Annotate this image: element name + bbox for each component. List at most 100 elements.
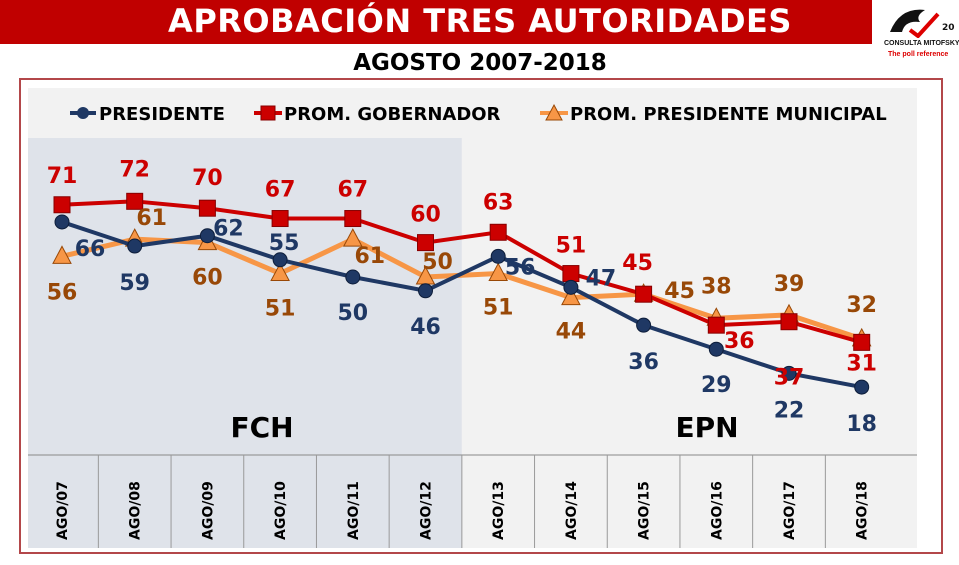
data-label-presidente: 66 [75, 237, 106, 262]
data-label-presidente: 59 [119, 271, 150, 296]
data-label-gobernador: 67 [265, 178, 296, 203]
region-label-fch: FCH [230, 411, 293, 444]
legend-label-gobernador: PROM. GOBERNADOR [284, 104, 501, 125]
data-label-municipal: 60 [192, 266, 223, 291]
x-tick-label: AGO/08 [128, 481, 144, 540]
legend: PRESIDENTE PROM. GOBERNADOR PROM. PRESID… [70, 103, 887, 125]
legend-label-presidente: PRESIDENTE [99, 104, 225, 125]
data-label-gobernador: 31 [846, 351, 877, 376]
data-label-municipal: 45 [664, 279, 695, 304]
data-label-presidente: 22 [774, 398, 805, 423]
x-tick-label: AGO/15 [637, 481, 653, 540]
data-label-presidente: 18 [846, 412, 877, 437]
data-label-presidente: 50 [337, 301, 368, 326]
marker-gobernador [344, 210, 362, 228]
page-title: APROBACIÓN TRES AUTORIDADES [168, 2, 792, 40]
data-label-municipal: 61 [136, 206, 167, 231]
series-line-presidente [61, 220, 863, 390]
marker-gobernador [198, 199, 216, 217]
x-tick-label: AGO/13 [491, 481, 507, 540]
region-fch [28, 88, 462, 548]
data-label-gobernador: 72 [119, 157, 150, 182]
marker-gobernador [489, 223, 507, 241]
series-line-gobernador [61, 199, 863, 345]
data-label-gobernador: 60 [410, 203, 441, 228]
logo-name: CONSULTA MITOFSKY [884, 40, 959, 47]
legend-item-presidente: PRESIDENTE [70, 104, 225, 125]
data-label-municipal: 51 [265, 297, 296, 322]
data-label-gobernador: 63 [483, 190, 514, 215]
marker-gobernador [417, 234, 434, 252]
marker-municipal [561, 286, 581, 306]
data-label-gobernador: 36 [724, 329, 755, 354]
marker-presidente [781, 365, 797, 381]
data-label-municipal: 38 [701, 274, 732, 299]
marker-presidente [636, 317, 652, 333]
marker-presidente [563, 279, 579, 295]
chart-frame [19, 78, 943, 554]
marker-municipal [488, 262, 509, 282]
data-label-gobernador: 70 [192, 166, 223, 191]
x-tick-label: AGO/14 [564, 481, 580, 540]
marker-presidente [854, 379, 870, 395]
x-tick-label: AGO/18 [855, 481, 871, 540]
marker-gobernador [707, 316, 725, 334]
marker-gobernador [53, 196, 71, 214]
data-label-presidente: 29 [701, 373, 732, 398]
region-epn [461, 88, 917, 548]
logo-bird-icon: 20 [890, 9, 955, 39]
consulta-mitofsky-logo: 20 CONSULTA MITOFSKY The poll reference [880, 2, 959, 64]
marker-gobernador [635, 285, 653, 303]
data-label-municipal: 32 [846, 293, 877, 318]
data-label-gobernador: 71 [47, 164, 78, 189]
data-label-municipal: 56 [47, 280, 78, 305]
x-tick-label: AGO/07 [55, 481, 71, 540]
data-label-municipal: 61 [354, 244, 385, 269]
data-label-gobernador: 67 [337, 178, 368, 203]
marker-presidente [490, 248, 506, 264]
x-tick-label: AGO/10 [273, 481, 289, 540]
marker-gobernador [271, 210, 289, 228]
legend-item-municipal: PROM. PRESIDENTE MUNICIPAL [540, 103, 887, 125]
x-tick-label: AGO/12 [419, 481, 435, 540]
marker-presidente [199, 228, 215, 244]
legend-item-gobernador: PROM. GOBERNADOR [254, 104, 501, 125]
marker-municipal [342, 228, 363, 247]
marker-presidente [708, 341, 724, 357]
legend-label-municipal: PROM. PRESIDENTE MUNICIPAL [570, 104, 887, 125]
marker-gobernador [562, 265, 580, 283]
marker-presidente [127, 238, 143, 254]
data-label-municipal: 51 [483, 296, 514, 321]
title-banner [0, 0, 872, 44]
logo-tagline: The poll reference [888, 51, 949, 58]
marker-municipal [52, 245, 72, 264]
x-tick-label: AGO/16 [709, 481, 725, 540]
legend-background [28, 88, 917, 138]
data-label-presidente: 55 [269, 231, 300, 256]
region-label-epn: EPN [675, 411, 738, 444]
marker-presidente [54, 214, 70, 230]
marker-presidente [345, 269, 361, 285]
data-label-municipal: 50 [422, 250, 453, 275]
logo-badge: 20 [942, 23, 955, 33]
marker-gobernador [780, 313, 798, 331]
x-tick-label: AGO/17 [782, 481, 798, 540]
x-tick-label: AGO/09 [200, 481, 216, 540]
data-label-gobernador: 45 [622, 251, 653, 276]
data-label-municipal: 39 [774, 272, 805, 297]
marker-presidente [418, 283, 433, 299]
x-tick-label: AGO/11 [346, 481, 362, 540]
marker-municipal [270, 262, 290, 282]
marker-gobernador [853, 333, 871, 351]
data-label-presidente: 36 [628, 350, 659, 375]
data-label-presidente: 56 [505, 255, 536, 280]
data-label-gobernador: 51 [556, 234, 587, 259]
data-label-gobernador: 37 [774, 366, 805, 391]
marker-presidente [272, 252, 288, 268]
marker-gobernador [126, 192, 144, 210]
page-subtitle: AGOSTO 2007-2018 [353, 50, 607, 76]
data-label-presidente: 47 [586, 266, 617, 291]
data-label-municipal: 44 [556, 320, 587, 345]
data-label-presidente: 46 [410, 315, 441, 340]
